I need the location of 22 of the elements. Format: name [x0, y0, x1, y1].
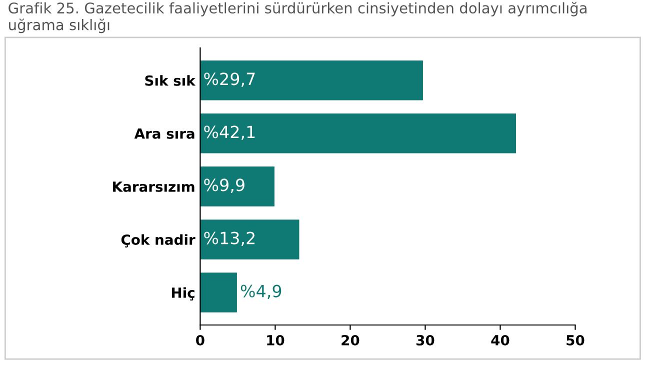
bar	[200, 60, 423, 100]
data-label: %13,2	[204, 232, 254, 246]
bar	[200, 220, 300, 260]
bar	[200, 272, 237, 312]
x-tick-label: 0	[196, 334, 204, 346]
y-tick-label: Kararsızım	[113, 182, 194, 192]
x-tick-label: 10	[267, 334, 284, 346]
bar	[200, 166, 274, 206]
y-tick-label: Çok nadir	[121, 234, 196, 248]
data-label: %42,1	[204, 126, 255, 140]
x-tick-label: 30	[416, 334, 434, 346]
y-tick-label: Sık sık	[145, 75, 196, 86]
data-label: %9,9	[204, 178, 244, 193]
x-tick-label: 50	[566, 334, 584, 346]
x-tick-label: 20	[342, 334, 360, 346]
x-tick-label: 40	[491, 334, 510, 346]
y-tick-label: Hiç	[172, 287, 194, 301]
y-tick-label: Ara sıra	[134, 128, 194, 139]
chart-title: Grafik 25. Gazetecilik faaliyetlerini sürdürürken cinsiyetinden dolayı ayrımcılığa uğrama sıklığı	[8, 2, 586, 34]
data-label: %4,9	[240, 284, 282, 300]
bar	[200, 114, 516, 154]
data-label: %29,7	[204, 72, 255, 87]
